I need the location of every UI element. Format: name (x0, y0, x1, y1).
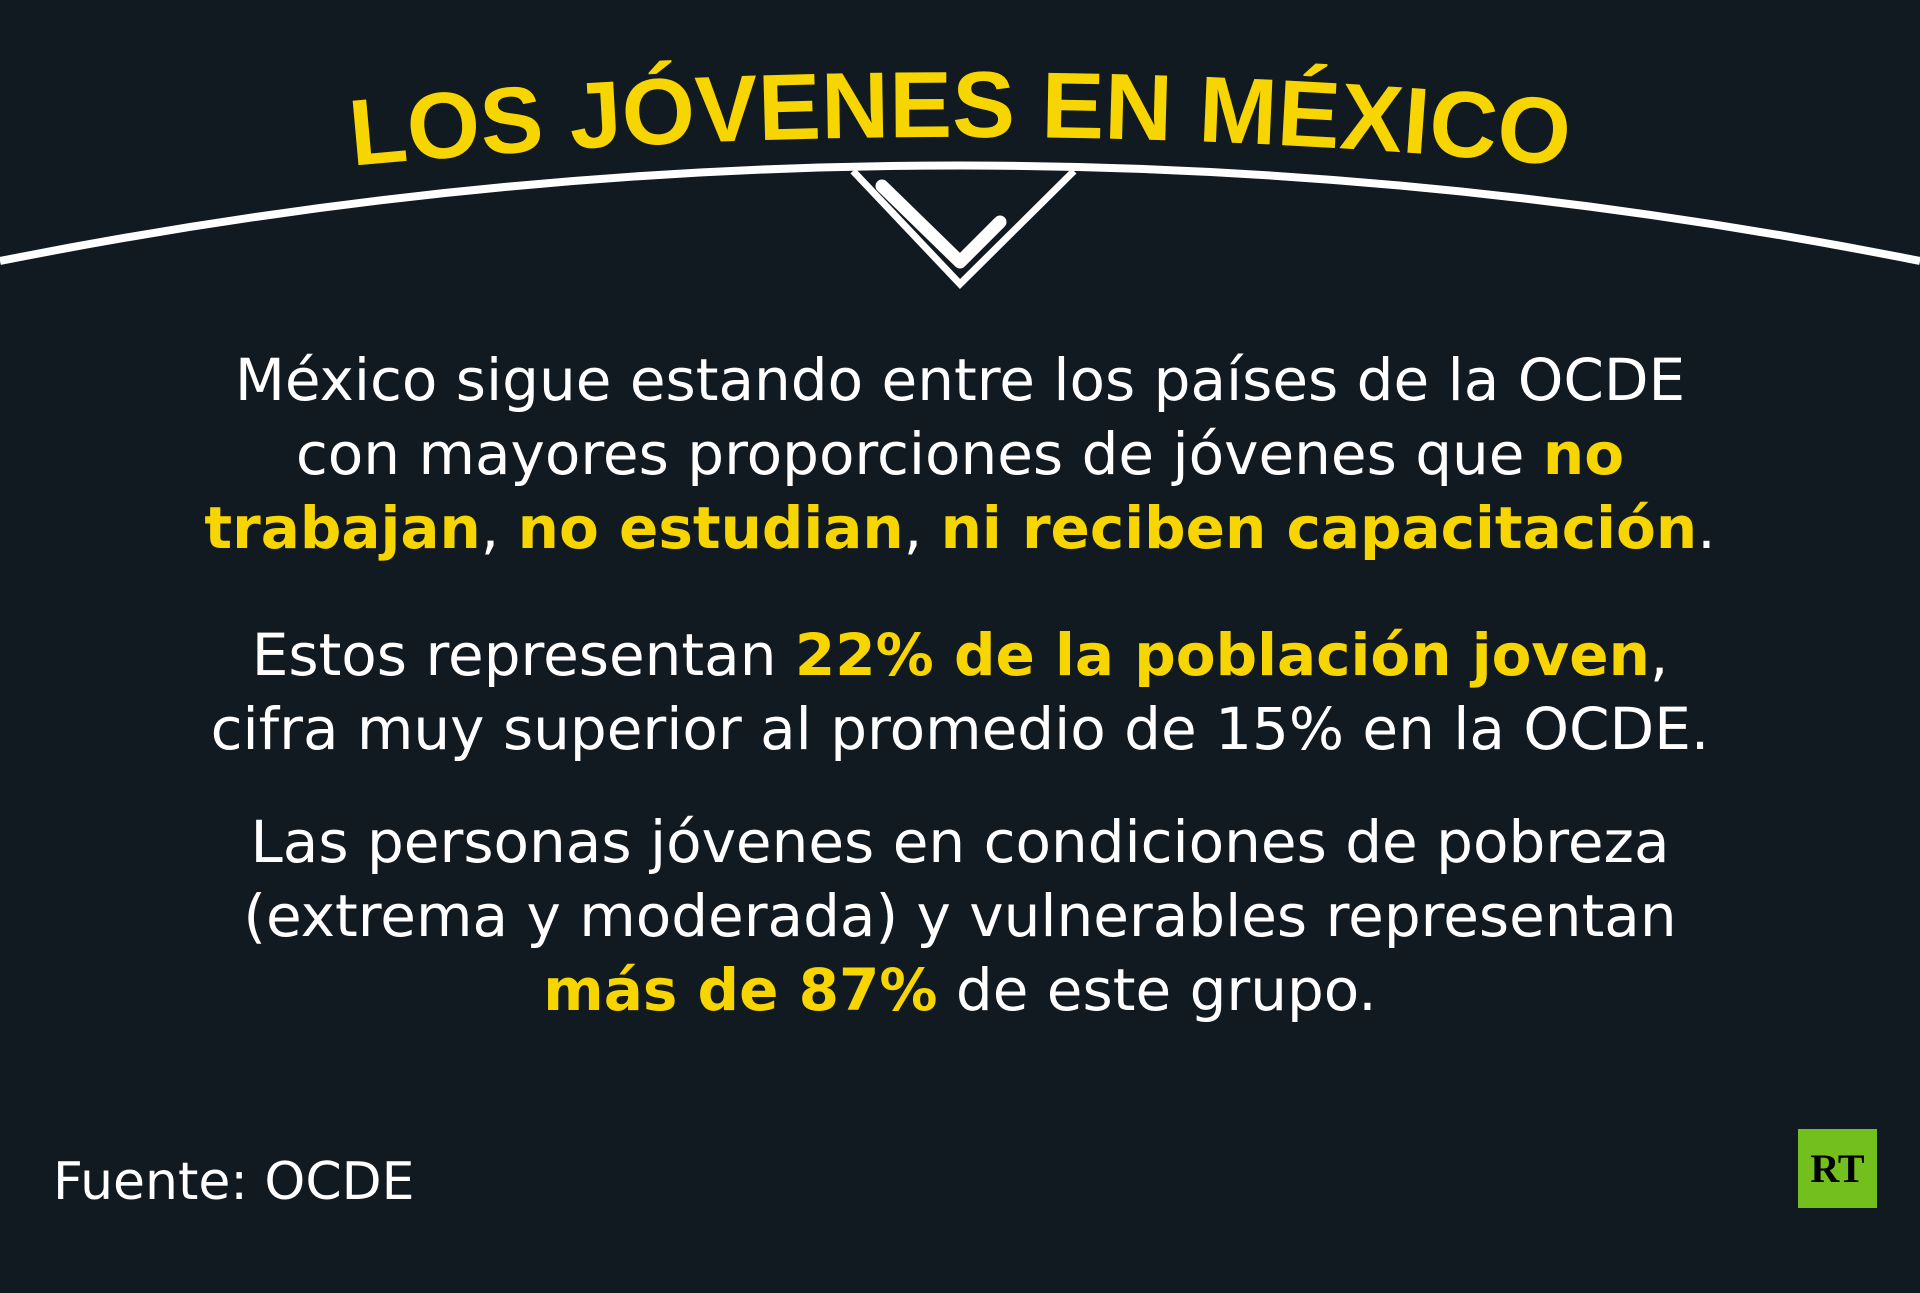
text: Estos representan (251, 621, 795, 689)
highlight: trabajan (204, 494, 481, 562)
highlight: no (1542, 420, 1625, 488)
paragraph: México sigue estando entre los países de… (0, 343, 1920, 565)
highlight: más de 87% (543, 956, 938, 1024)
text: (extrema y moderada) y vulnerables repre… (243, 882, 1677, 950)
text: , (903, 494, 941, 562)
text-line: trabajan, no estudian, ni reciben capaci… (0, 491, 1920, 565)
logo: RT (1798, 1129, 1877, 1208)
text: . (1697, 494, 1716, 562)
text: , (480, 494, 518, 562)
notch-border (850, 168, 1077, 290)
source: Fuente: OCDE (53, 1152, 415, 1212)
text-line: más de 87% de este grupo. (0, 953, 1920, 1027)
text: , (1649, 621, 1669, 689)
notch (853, 171, 1074, 284)
header-graphic: LOS JÓVENES EN MÉXICO (0, 52, 1920, 290)
text: Las personas jóvenes en condiciones de p… (250, 808, 1670, 876)
paragraph: Las personas jóvenes en condiciones de p… (0, 805, 1920, 1027)
chevron (875, 179, 1007, 269)
text-line: México sigue estando entre los países de… (0, 343, 1920, 417)
text: de este grupo. (937, 956, 1377, 1024)
highlight: no estudian (517, 494, 904, 562)
text-line: Estos representan 22% de la población jo… (0, 618, 1920, 692)
text-line: cifra muy superior al promedio de 15% en… (0, 692, 1920, 766)
text-line: Las personas jóvenes en condiciones de p… (0, 805, 1920, 879)
text: con mayores proporciones de jóvenes que (295, 420, 1543, 488)
text: México sigue estando entre los países de… (234, 346, 1686, 414)
text-line: (extrema y moderada) y vulnerables repre… (0, 879, 1920, 953)
arc-line (0, 161, 1920, 265)
highlight: 22% de la población joven (794, 621, 1650, 689)
text-line: con mayores proporciones de jóvenes que … (0, 417, 1920, 491)
text: cifra muy superior al promedio de 15% en… (210, 695, 1710, 763)
paragraph: Estos representan 22% de la población jo… (0, 618, 1920, 766)
highlight: ni reciben capacitación (940, 494, 1698, 562)
